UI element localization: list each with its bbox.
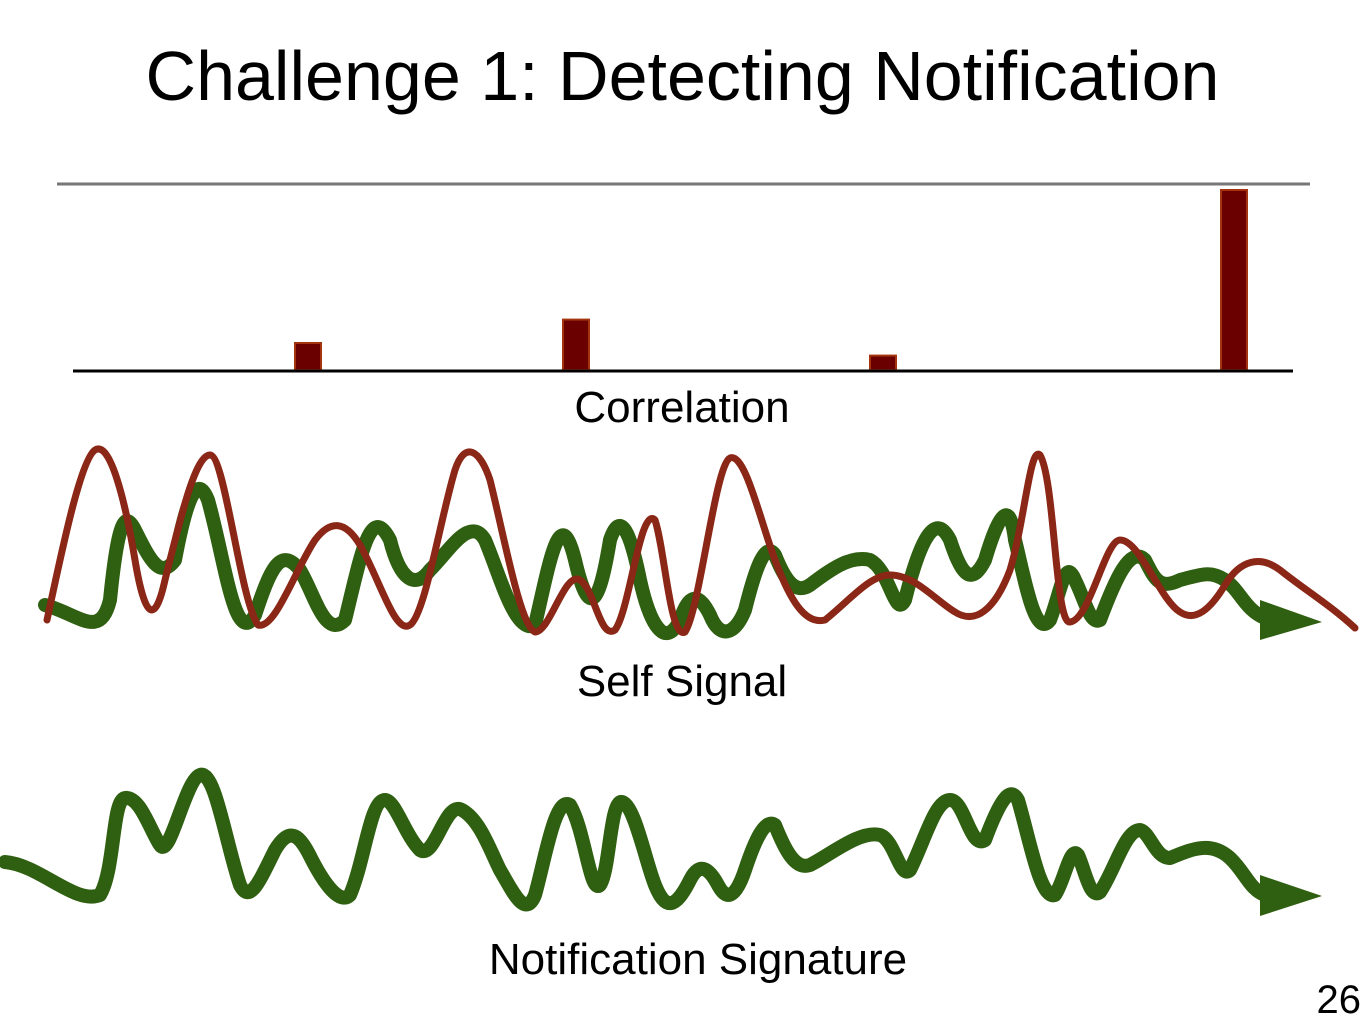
correlation-label: Correlation: [574, 383, 790, 432]
correlation-bar-1: [294, 342, 322, 371]
correlation-bar-4: [1220, 189, 1248, 371]
correlation-bar-2: [562, 318, 590, 372]
slide-title: Challenge 1: Detecting Notification: [145, 37, 1220, 115]
notification-signature-wave: [0, 768, 1322, 916]
notification-signature-label: Notification Signature: [488, 935, 908, 984]
page-number: 26: [1316, 978, 1362, 1022]
correlation-bar-3: [869, 354, 897, 372]
notification-green-wave: [0, 768, 1272, 912]
correlation-bars: [294, 189, 1248, 372]
self-signal-waves: [38, 445, 1359, 640]
notification-arrowhead: [1260, 875, 1322, 916]
self-signal-label: Self Signal: [576, 657, 788, 706]
self-signal-red-wave: [43, 445, 1359, 636]
self-signal-arrowhead: [1260, 600, 1322, 640]
